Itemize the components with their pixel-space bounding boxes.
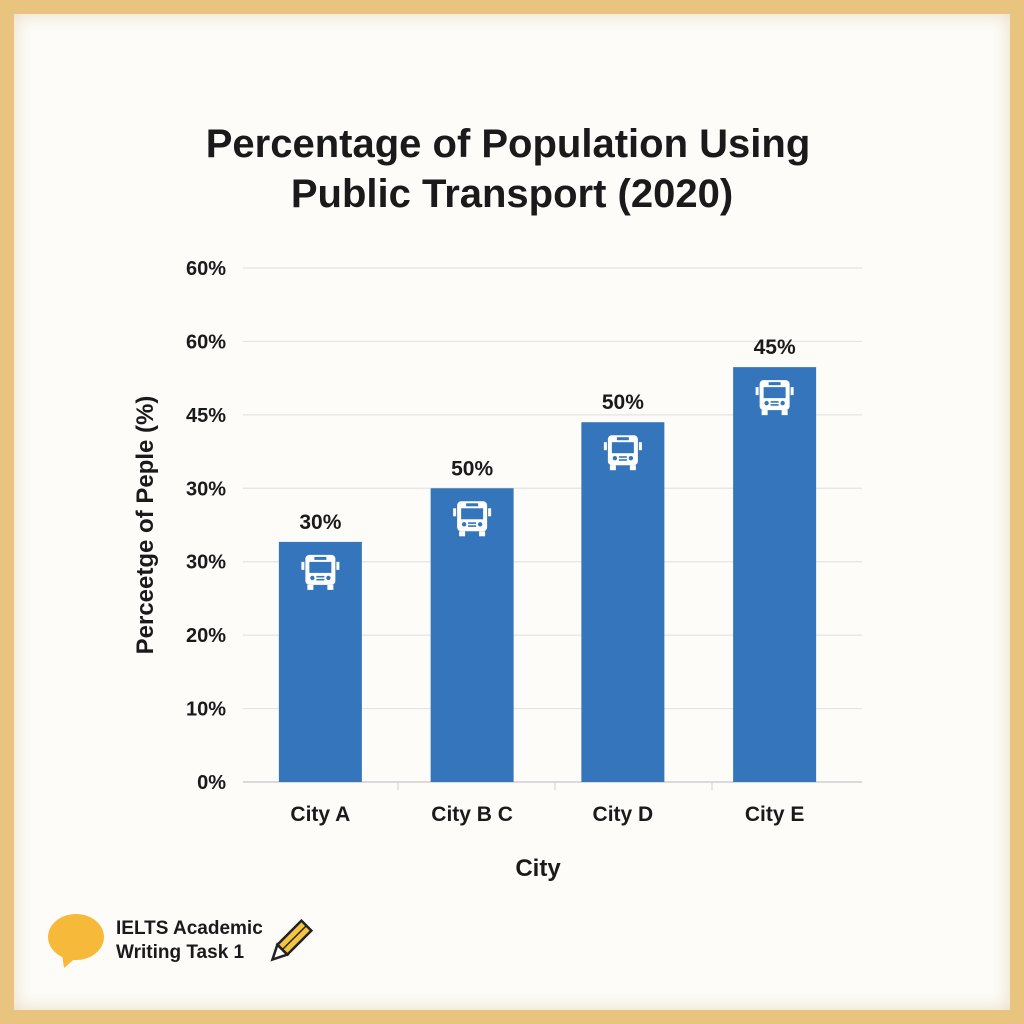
x-tick-label: City D (593, 803, 654, 826)
bus-icon-part (477, 522, 483, 527)
bus-icon-part (612, 456, 618, 461)
bus-icon-part (628, 456, 634, 461)
pencil-icon (270, 918, 314, 962)
bar (733, 367, 817, 782)
bus-icon (755, 380, 794, 416)
bus-icon-part (466, 503, 479, 507)
bus-icon-part (310, 575, 315, 581)
bus-icon-part (768, 382, 781, 386)
bus-icon-part (770, 401, 779, 403)
data-label: 50% (451, 457, 493, 480)
bus-icon-part (336, 561, 340, 570)
bus-icon-part (603, 442, 607, 451)
speech-bubble-icon (48, 914, 104, 968)
y-tick-label: 0% (197, 772, 226, 794)
bus-icon-part (616, 437, 629, 441)
bus-icon-part (618, 456, 627, 458)
bus-icon-part (618, 459, 627, 461)
bus-icon-part (316, 575, 325, 578)
bus-icon-part (468, 522, 477, 524)
data-label: 45% (754, 336, 796, 359)
y-tick-label: 30% (186, 478, 226, 500)
bus-icon-part (763, 387, 786, 399)
bus-icon-part (461, 508, 484, 520)
bus-icon (301, 554, 340, 590)
y-tick-label: 10% (186, 699, 226, 721)
y-tick-label: 30% (186, 552, 226, 574)
bus-icon-part (488, 508, 492, 517)
footer-line2: Writing Task 1 (116, 942, 245, 963)
y-tick-label: 60% (186, 331, 226, 353)
bus-icon-part (309, 561, 332, 573)
bus-icon-part (629, 465, 636, 471)
bus-icon-part (780, 400, 785, 406)
x-tick-label: City A (290, 803, 350, 826)
bus-icon-part (307, 584, 314, 590)
bus-icon-part (761, 410, 768, 416)
y-tick-label: 20% (186, 625, 226, 647)
bus-icon-part (326, 575, 331, 581)
bus-icon-part (301, 561, 305, 570)
bus-icon-part (316, 578, 325, 581)
bus-icon-part (764, 400, 769, 406)
bus-icon-part (461, 522, 467, 527)
bus-icon-part (790, 387, 794, 396)
chart-title-line2: Public Transport (2020) (291, 172, 733, 216)
bus-icon (453, 501, 492, 537)
bar (430, 488, 514, 782)
bus-icon-part (611, 442, 634, 454)
bus-icon-part (609, 465, 616, 471)
bar (581, 422, 665, 782)
x-tick-label: City B C (431, 803, 513, 826)
bus-icon-part (314, 556, 327, 560)
data-label: 30% (299, 511, 341, 534)
bus-icon-part (755, 387, 759, 396)
footer-line1: IELTS Academic (116, 918, 263, 939)
data-label: 50% (602, 391, 644, 414)
bus-icon (603, 435, 642, 471)
bus-icon-part (459, 531, 466, 537)
y-tick-label: 45% (186, 405, 226, 427)
y-axis-label: Perceetge of Peple (%) (132, 396, 159, 655)
bus-icon-part (453, 508, 457, 517)
chart-title-line1: Percentage of Population Using (206, 122, 811, 166)
bus-icon-part (468, 525, 477, 527)
x-tick-label: City E (745, 803, 805, 826)
y-tick-label: 60% (186, 258, 226, 280)
bus-icon-part (327, 584, 334, 590)
bus-icon-part (781, 410, 788, 416)
bus-icon-part (770, 404, 779, 406)
bus-icon-part (479, 531, 486, 537)
x-axis-label: City (515, 855, 561, 882)
bus-icon-part (638, 442, 642, 451)
